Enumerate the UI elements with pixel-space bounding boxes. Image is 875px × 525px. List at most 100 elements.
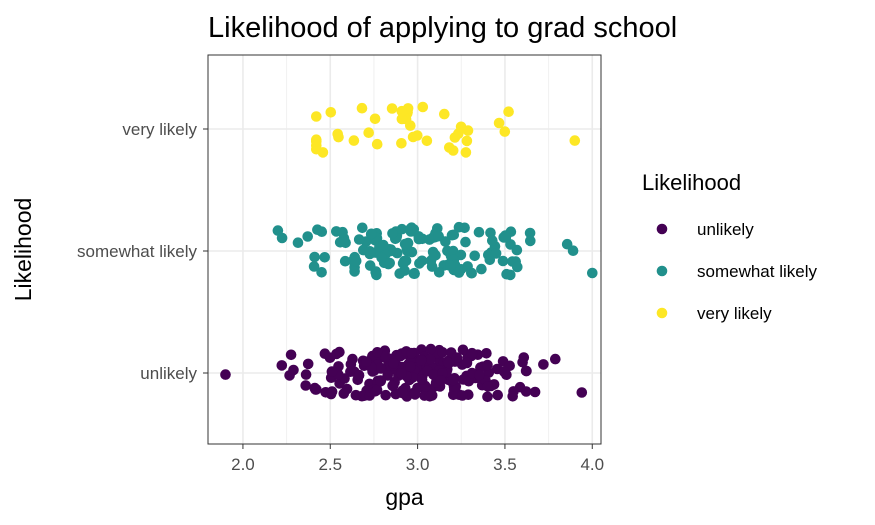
data-point [576, 387, 588, 398]
data-point [448, 229, 460, 241]
data-point [405, 223, 417, 234]
data-point [503, 106, 514, 117]
data-point [498, 366, 510, 378]
data-point [363, 127, 375, 138]
data-point [319, 348, 331, 360]
data-point [399, 265, 410, 276]
legend-key [656, 265, 668, 277]
data-point [460, 236, 471, 248]
data-point [300, 380, 312, 391]
data-point [511, 244, 523, 256]
data-point [417, 101, 429, 113]
data-point [366, 228, 377, 240]
data-point [288, 364, 299, 376]
data-point [311, 384, 322, 395]
data-point [416, 255, 428, 267]
data-point [292, 237, 304, 248]
data-point [447, 145, 459, 156]
data-point [384, 257, 396, 269]
data-point [331, 348, 342, 360]
data-point [406, 246, 418, 258]
data-point [529, 386, 541, 398]
data-point [371, 138, 383, 150]
legend: Likelihood unlikely somewhat likely very l… [642, 170, 817, 323]
data-point [453, 128, 464, 139]
legend-label: very likely [697, 304, 772, 323]
data-point [396, 368, 407, 379]
data-point [433, 267, 445, 278]
data-point [469, 250, 481, 262]
data-point [550, 353, 561, 365]
y-axis: unlikely somewhat likely very likely [77, 120, 208, 383]
data-point [371, 269, 382, 281]
data-point [466, 347, 478, 359]
data-point [448, 374, 459, 386]
data-point [348, 135, 360, 146]
data-point [319, 251, 331, 263]
data-point [473, 226, 485, 238]
data-point [316, 267, 327, 278]
data-point [493, 117, 505, 129]
data-point [276, 232, 288, 244]
data-point [378, 239, 389, 251]
data-point [308, 261, 320, 272]
data-point [481, 348, 492, 359]
data-point [311, 134, 322, 145]
x-tick-label: 2.5 [318, 455, 342, 474]
data-point [386, 103, 398, 114]
data-point [326, 386, 338, 397]
data-point [376, 252, 387, 263]
data-point [412, 130, 423, 141]
data-point [457, 390, 468, 401]
data-point [428, 250, 440, 262]
data-point [387, 380, 398, 392]
data-point [337, 226, 348, 238]
data-point [402, 237, 414, 249]
data-point [459, 222, 470, 234]
data-point [518, 352, 530, 363]
data-point [406, 347, 417, 359]
data-point [482, 359, 493, 371]
y-tick-label: unlikely [140, 364, 197, 383]
data-point [428, 369, 439, 381]
data-point [425, 343, 437, 355]
data-point [353, 369, 365, 381]
data-point [492, 389, 504, 401]
data-point [587, 267, 598, 279]
legend-label: somewhat likely [697, 262, 817, 281]
data-point [512, 261, 523, 273]
x-tick-label: 3.5 [493, 455, 517, 474]
data-points [220, 101, 598, 403]
y-axis-title: Likelihood [10, 198, 36, 302]
data-point [276, 360, 288, 371]
data-point [461, 357, 473, 369]
data-point [487, 235, 498, 246]
data-point [484, 254, 496, 266]
data-point [433, 230, 445, 242]
data-point [409, 389, 421, 400]
data-point [353, 234, 365, 245]
data-point [443, 357, 455, 369]
data-point [375, 362, 386, 374]
data-point [364, 246, 376, 257]
data-point [311, 111, 322, 122]
x-tick-label: 2.0 [231, 455, 255, 474]
data-point [448, 389, 459, 401]
data-point [312, 224, 323, 235]
data-point [387, 228, 398, 239]
data-point [569, 135, 581, 146]
data-point [339, 255, 351, 267]
data-point [397, 387, 409, 399]
data-point [463, 375, 475, 387]
data-point [317, 147, 329, 158]
data-point [405, 361, 416, 372]
data-point [220, 369, 231, 380]
data-point [520, 365, 532, 377]
data-point [538, 359, 549, 370]
data-point [396, 138, 407, 149]
y-tick-label: somewhat likely [77, 242, 197, 261]
x-axis-title: gpa [385, 484, 424, 510]
data-point [474, 369, 485, 381]
data-point [439, 108, 450, 120]
